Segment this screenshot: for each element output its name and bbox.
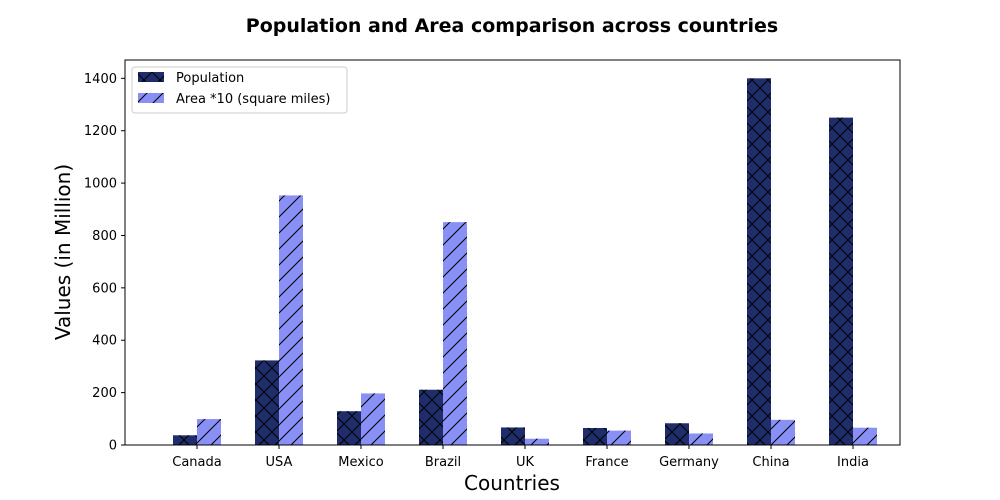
bar-hatch-area-canada: [197, 419, 221, 445]
plot-frame: [124, 59, 901, 446]
y-axis-ticks: 0 200 400 600 800 1000 1200 1400: [84, 72, 125, 454]
y-tick-label: 0: [109, 439, 117, 454]
bar-hatch-area-usa: [279, 195, 303, 445]
bar-hatch-area-uk: [525, 438, 549, 445]
chart-title: Population and Area comparison across co…: [246, 15, 778, 37]
y-tick-label: 800: [92, 229, 117, 244]
x-tick-label: Brazil: [425, 455, 461, 470]
bar-hatch-area-india: [853, 427, 877, 445]
bar-hatch-population-brazil: [419, 389, 443, 445]
y-tick-label: 1400: [84, 72, 117, 87]
bar-hatch-area-china: [771, 419, 795, 445]
y-tick-label: 200: [92, 386, 117, 401]
legend-frame: [131, 66, 348, 114]
x-tick-label: France: [585, 455, 628, 470]
bar-hatch-area-germany: [689, 433, 713, 445]
bar-hatch-area-france: [607, 430, 631, 445]
legend: Population Area *10 (square miles): [131, 66, 348, 114]
x-tick-label: Canada: [172, 455, 221, 470]
bar-hatch-population-usa: [255, 360, 279, 445]
bar-hatch-population-canada: [173, 435, 197, 445]
y-tick-label: 400: [92, 334, 117, 349]
bar-hatch-population-mexico: [337, 411, 361, 445]
x-tick-label: Germany: [659, 455, 719, 470]
y-tick-label: 600: [92, 281, 117, 296]
x-tick-label: USA: [266, 455, 293, 470]
legend-swatch-hatch: [138, 72, 164, 82]
bar-hatch-population-france: [583, 427, 607, 445]
bar-hatch-population-india: [829, 117, 853, 445]
legend-swatch-hatch: [138, 93, 164, 103]
bar-hatch-area-brazil: [443, 222, 467, 445]
y-tick-label: 1000: [84, 177, 117, 192]
bar-hatch-population-germany: [665, 423, 689, 445]
x-axis-ticks: Canada USA Mexico Brazil UK France Germany Chin…: [172, 445, 869, 470]
legend-label-area: Area *10 (square miles): [176, 92, 330, 107]
bar-hatch-population-uk: [501, 427, 525, 445]
x-tick-label: UK: [516, 455, 535, 470]
bar-hatch-population-china: [747, 78, 771, 445]
bars-layer: [173, 78, 877, 445]
y-axis-label: Values (in Million): [51, 164, 75, 340]
bar-hatch-area-mexico: [361, 393, 385, 445]
y-tick-label: 1200: [84, 124, 117, 139]
x-axis-label: Countries: [464, 471, 560, 495]
x-tick-label: China: [752, 455, 789, 470]
x-tick-label: Mexico: [338, 455, 383, 470]
x-tick-label: India: [837, 455, 869, 470]
legend-label-population: Population: [176, 71, 244, 86]
